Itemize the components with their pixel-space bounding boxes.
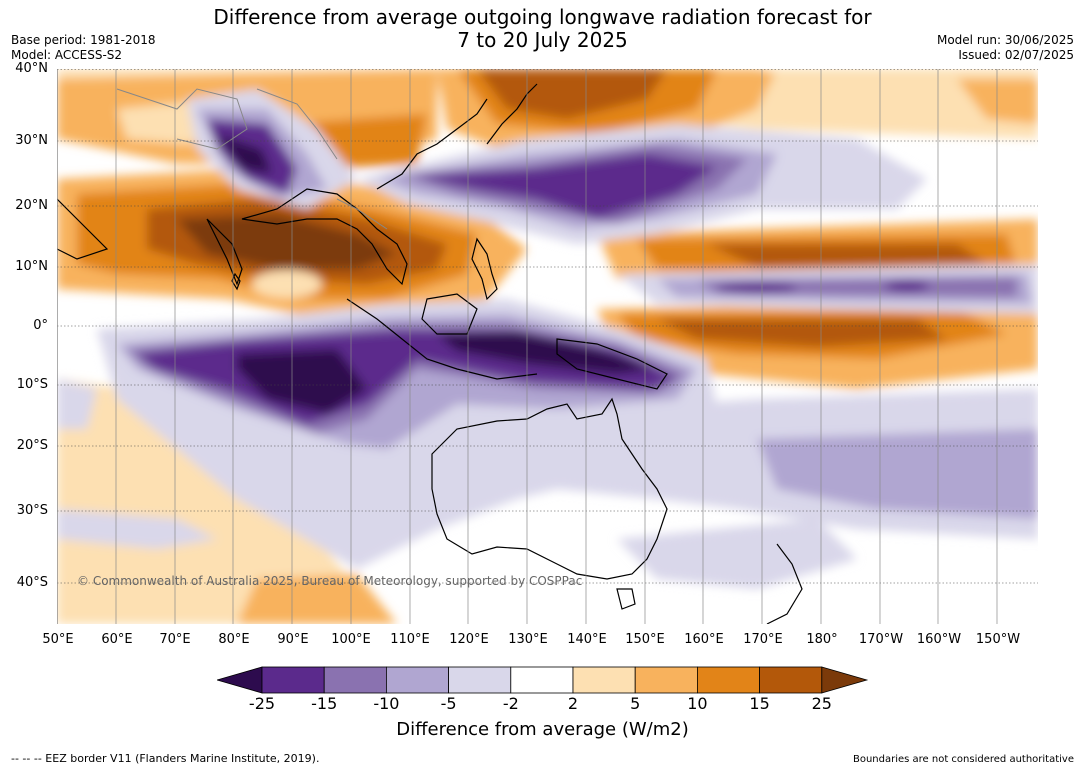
japan-coastline bbox=[486, 83, 538, 145]
colorbar-segment bbox=[634, 666, 698, 694]
lat-label-20n: 20°N bbox=[15, 198, 48, 213]
australia-coastline bbox=[431, 397, 668, 580]
new-guinea-coastline bbox=[556, 338, 668, 390]
boundaries-disclaimer: Boundaries are not considered authoritat… bbox=[852, 754, 1074, 765]
lon-label-50e: 50°E bbox=[42, 632, 74, 647]
colorbar-extend-high bbox=[821, 666, 869, 694]
base-period: Base period: 1981-2018 bbox=[11, 33, 156, 47]
map-title-line1: Difference from average outgoing longwav… bbox=[213, 5, 872, 29]
new-zealand-coastline bbox=[766, 543, 803, 624]
map-title-line2: 7 to 20 July 2025 bbox=[457, 28, 628, 52]
lat-label-40s: 40°S bbox=[16, 575, 48, 590]
colorbar-tick-label: -25 bbox=[248, 694, 276, 713]
model-name: Model: ACCESS-S2 bbox=[11, 48, 123, 62]
tasmania-coastline bbox=[616, 588, 636, 610]
colorbar-tick-label: 15 bbox=[749, 694, 770, 713]
lon-label-110e: 110°E bbox=[390, 632, 430, 647]
lon-label-150w: 150°W bbox=[975, 632, 1021, 647]
lon-label-80e: 80°E bbox=[218, 632, 250, 647]
lon-label-90e: 90°E bbox=[277, 632, 309, 647]
country-borders bbox=[116, 88, 388, 230]
lon-label-120e: 120°E bbox=[449, 632, 489, 647]
lon-label-180: 180° bbox=[806, 632, 838, 647]
arabia-coastline bbox=[57, 198, 109, 260]
lon-label-60e: 60°E bbox=[101, 632, 133, 647]
colorbar-tick-label: 10 bbox=[687, 694, 708, 713]
colorbar-tick-label: 2 bbox=[567, 694, 579, 713]
colorbar-tick-label: 5 bbox=[630, 694, 641, 713]
eez-border-note: -- -- -- EEZ border V11 (Flanders Marine… bbox=[11, 752, 320, 765]
lat-label-10s: 10°S bbox=[16, 377, 48, 392]
olr-anomaly-map bbox=[57, 69, 1038, 624]
meridians bbox=[57, 69, 998, 624]
lon-label-150e: 150°E bbox=[625, 632, 665, 647]
colorbar-segment bbox=[510, 666, 574, 694]
colorbar-extend-low bbox=[217, 666, 263, 694]
lon-label-160e: 160°E bbox=[684, 632, 724, 647]
colorbar-tick-label: -5 bbox=[440, 694, 457, 713]
colorbar-tick-label: 25 bbox=[811, 694, 832, 713]
colorbar-segment bbox=[696, 666, 760, 694]
lon-label-170e: 170°E bbox=[743, 632, 783, 647]
lat-label-20s: 20°S bbox=[16, 438, 48, 453]
colorbar-segment bbox=[572, 666, 636, 694]
issued-date: Issued: 02/07/2025 bbox=[958, 48, 1074, 62]
philippines-coastline bbox=[471, 237, 498, 301]
lat-label-30n: 30°N bbox=[15, 133, 48, 148]
lon-label-140e: 140°E bbox=[567, 632, 607, 647]
graticule bbox=[57, 69, 1038, 584]
china-coastline bbox=[376, 98, 488, 190]
india-coastline bbox=[206, 218, 243, 286]
colorbar-segments bbox=[217, 666, 869, 694]
lon-label-100e: 100°E bbox=[331, 632, 371, 647]
lat-label-10n: 10°N bbox=[15, 259, 48, 274]
lat-label-40n: 40°N bbox=[15, 61, 48, 76]
lon-label-160w: 160°W bbox=[916, 632, 962, 647]
lat-label-30s: 30°S bbox=[16, 503, 48, 518]
colorbar-segment bbox=[759, 666, 823, 694]
borneo-coastline bbox=[421, 293, 478, 335]
colorbar-tick-label: -15 bbox=[311, 694, 338, 713]
colorbar-segment bbox=[448, 666, 512, 694]
model-run: Model run: 30/06/2025 bbox=[936, 33, 1074, 47]
lat-label-0: 0° bbox=[33, 318, 48, 333]
colorbar bbox=[217, 666, 869, 694]
asia-coastline bbox=[241, 188, 408, 286]
colorbar-segment bbox=[261, 666, 325, 694]
map-canvas bbox=[57, 69, 1038, 624]
colorbar-label: Difference from average (W/m2) bbox=[396, 719, 689, 740]
colorbar-segment bbox=[385, 666, 449, 694]
coastlines bbox=[57, 83, 803, 624]
colorbar-tick-label: -2 bbox=[502, 694, 519, 713]
lon-label-70e: 70°E bbox=[159, 632, 191, 647]
anomaly-field bbox=[57, 69, 1038, 624]
colorbar-segment bbox=[323, 666, 387, 694]
lon-label-130e: 130°E bbox=[508, 632, 548, 647]
indonesia-coastline bbox=[346, 298, 538, 380]
colorbar-tick-label: -10 bbox=[373, 694, 400, 713]
copyright-notice: © Commonwealth of Australia 2025, Bureau… bbox=[77, 574, 583, 588]
lon-label-170w: 170°W bbox=[858, 632, 904, 647]
